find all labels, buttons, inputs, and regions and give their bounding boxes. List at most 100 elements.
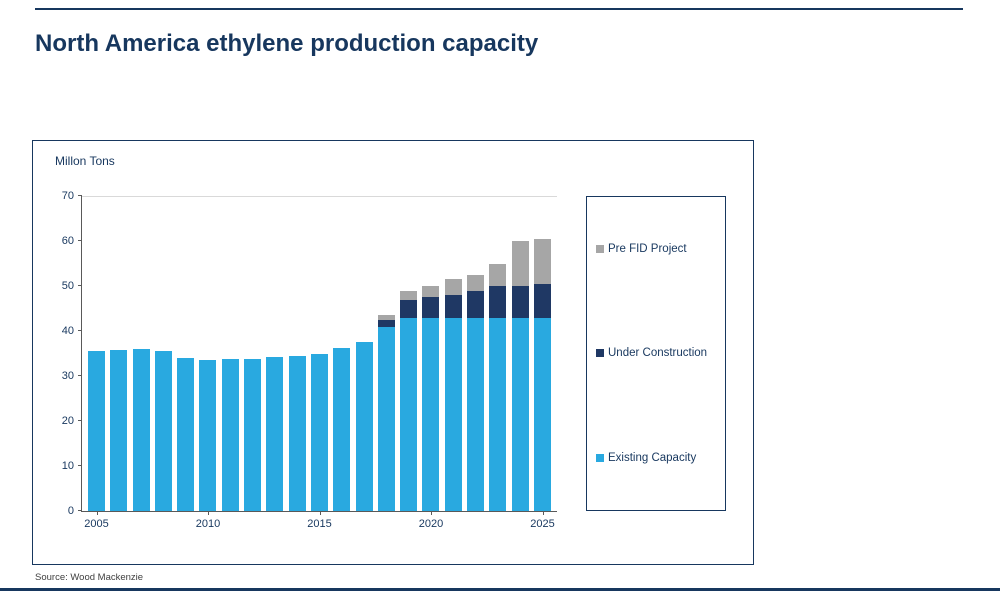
- x-tick-mark: [542, 511, 544, 515]
- bar-segment: [266, 357, 284, 511]
- bar-segment: [400, 317, 418, 511]
- y-tick-mark: [78, 465, 82, 466]
- page-title: North America ethylene production capaci…: [35, 30, 539, 57]
- bar-segment: [355, 342, 373, 511]
- gridline-70: [82, 196, 557, 197]
- legend-swatch: [596, 245, 604, 254]
- legend-swatch: [596, 453, 604, 462]
- y-tick-label: 60: [61, 235, 74, 247]
- bar-segment: [489, 317, 507, 511]
- stacked-bar-2021: [444, 279, 462, 511]
- bar-segment: [400, 290, 418, 300]
- bars-container: [82, 196, 557, 511]
- y-tick-label: 30: [61, 370, 74, 382]
- bar-segment: [422, 297, 440, 318]
- y-tick-mark: [78, 420, 82, 421]
- stacked-bar-2024: [511, 241, 529, 511]
- stacked-bar-2007: [132, 349, 150, 511]
- y-tick-mark: [78, 375, 82, 376]
- stacked-bar-2006: [110, 349, 128, 511]
- chart-frame: Millon Tons 0 10 20 30 40 50 60 70 2005 2010 2015 2…: [32, 140, 754, 565]
- bar-segment: [88, 351, 105, 511]
- plot-area: 0 10 20 30 40 50 60 70 2005 2010 2015 2020 2025: [62, 190, 557, 530]
- bar-segment: [444, 317, 462, 511]
- stacked-bar-2009: [177, 358, 195, 511]
- bar-segment: [467, 317, 485, 511]
- bar-segment: [444, 279, 462, 295]
- stacked-bar-2010: [199, 360, 217, 511]
- y-tick-mark: [78, 510, 82, 511]
- stacked-bar-2015: [310, 353, 328, 511]
- y-tick-mark: [78, 330, 82, 331]
- y-tick-label: 50: [61, 280, 74, 292]
- legend-item: Pre FID Project: [596, 243, 725, 255]
- legend-item: Under Construction: [596, 347, 725, 359]
- legend-item: Existing Capacity: [596, 452, 725, 464]
- bar-segment: [511, 241, 529, 286]
- bar-segment: [377, 315, 395, 320]
- x-tick-label: 2015: [307, 518, 332, 530]
- y-tick-label: 40: [61, 325, 74, 337]
- y-tick-mark: [78, 195, 82, 196]
- bar-segment: [533, 317, 551, 511]
- y-tick-mark: [78, 285, 82, 286]
- bar-segment: [132, 349, 150, 511]
- legend: Pre FID Project Under Construction Existin…: [586, 196, 726, 511]
- bar-segment: [377, 319, 395, 327]
- bar-segment: [177, 358, 195, 511]
- bar-segment: [489, 286, 507, 318]
- legend-label: Pre FID Project: [608, 243, 687, 256]
- legend-label: Existing Capacity: [608, 451, 697, 464]
- y-tick-label: 0: [67, 505, 74, 517]
- bar-segment: [154, 351, 172, 511]
- stacked-bar-2011: [221, 359, 239, 511]
- legend-label: Under Construction: [608, 347, 708, 360]
- bar-segment: [422, 317, 440, 511]
- x-tick-label: 2020: [418, 518, 444, 530]
- bar-segment: [422, 286, 440, 298]
- bar-segment: [400, 299, 418, 318]
- bar-segment: [110, 349, 128, 511]
- bar-segment: [333, 348, 351, 511]
- bar-segment: [377, 326, 395, 511]
- legend-swatch: [596, 349, 604, 358]
- bar-segment: [511, 286, 529, 318]
- stacked-bar-2013: [266, 357, 284, 511]
- bar-segment: [221, 359, 239, 511]
- bar-segment: [467, 274, 485, 291]
- stacked-bar-2025: [533, 238, 551, 511]
- stacked-bar-2022: [467, 274, 485, 511]
- bar-segment: [533, 238, 551, 284]
- bar-segment: [511, 317, 529, 511]
- stacked-bar-2017: [355, 342, 373, 511]
- bar-segment: [444, 295, 462, 318]
- x-tick-label: 2025: [530, 518, 555, 530]
- stacked-bar-2018: [377, 315, 395, 511]
- x-tick-mark: [208, 511, 209, 515]
- stacked-bar-2012: [244, 358, 262, 511]
- x-tick-mark: [431, 511, 432, 515]
- x-tick-mark: [96, 511, 98, 515]
- bar-segment: [310, 353, 328, 511]
- y-tick-label: 20: [61, 415, 74, 427]
- stacked-bar-2005: [88, 351, 105, 511]
- stacked-bar-2019: [400, 290, 418, 511]
- bar-segment: [467, 290, 485, 318]
- bar-segment: [288, 355, 306, 511]
- stacked-bar-2008: [154, 351, 172, 511]
- stacked-bar-2023: [489, 263, 507, 511]
- y-axis-title: Millon Tons: [55, 154, 115, 168]
- x-tick-label: 2010: [195, 518, 221, 530]
- y-tick-label: 70: [61, 190, 74, 202]
- top-divider: [35, 8, 963, 10]
- stacked-bar-2020: [422, 286, 440, 511]
- x-tick-label: 2005: [84, 518, 109, 530]
- bar-segment: [533, 283, 551, 318]
- bottom-divider: [0, 588, 1000, 591]
- bar-segment: [489, 263, 507, 286]
- y-tick-label: 10: [61, 460, 74, 472]
- y-tick-mark: [78, 240, 82, 241]
- bar-segment: [244, 358, 262, 511]
- stacked-bar-2014: [288, 355, 306, 511]
- bar-segment: [199, 360, 217, 511]
